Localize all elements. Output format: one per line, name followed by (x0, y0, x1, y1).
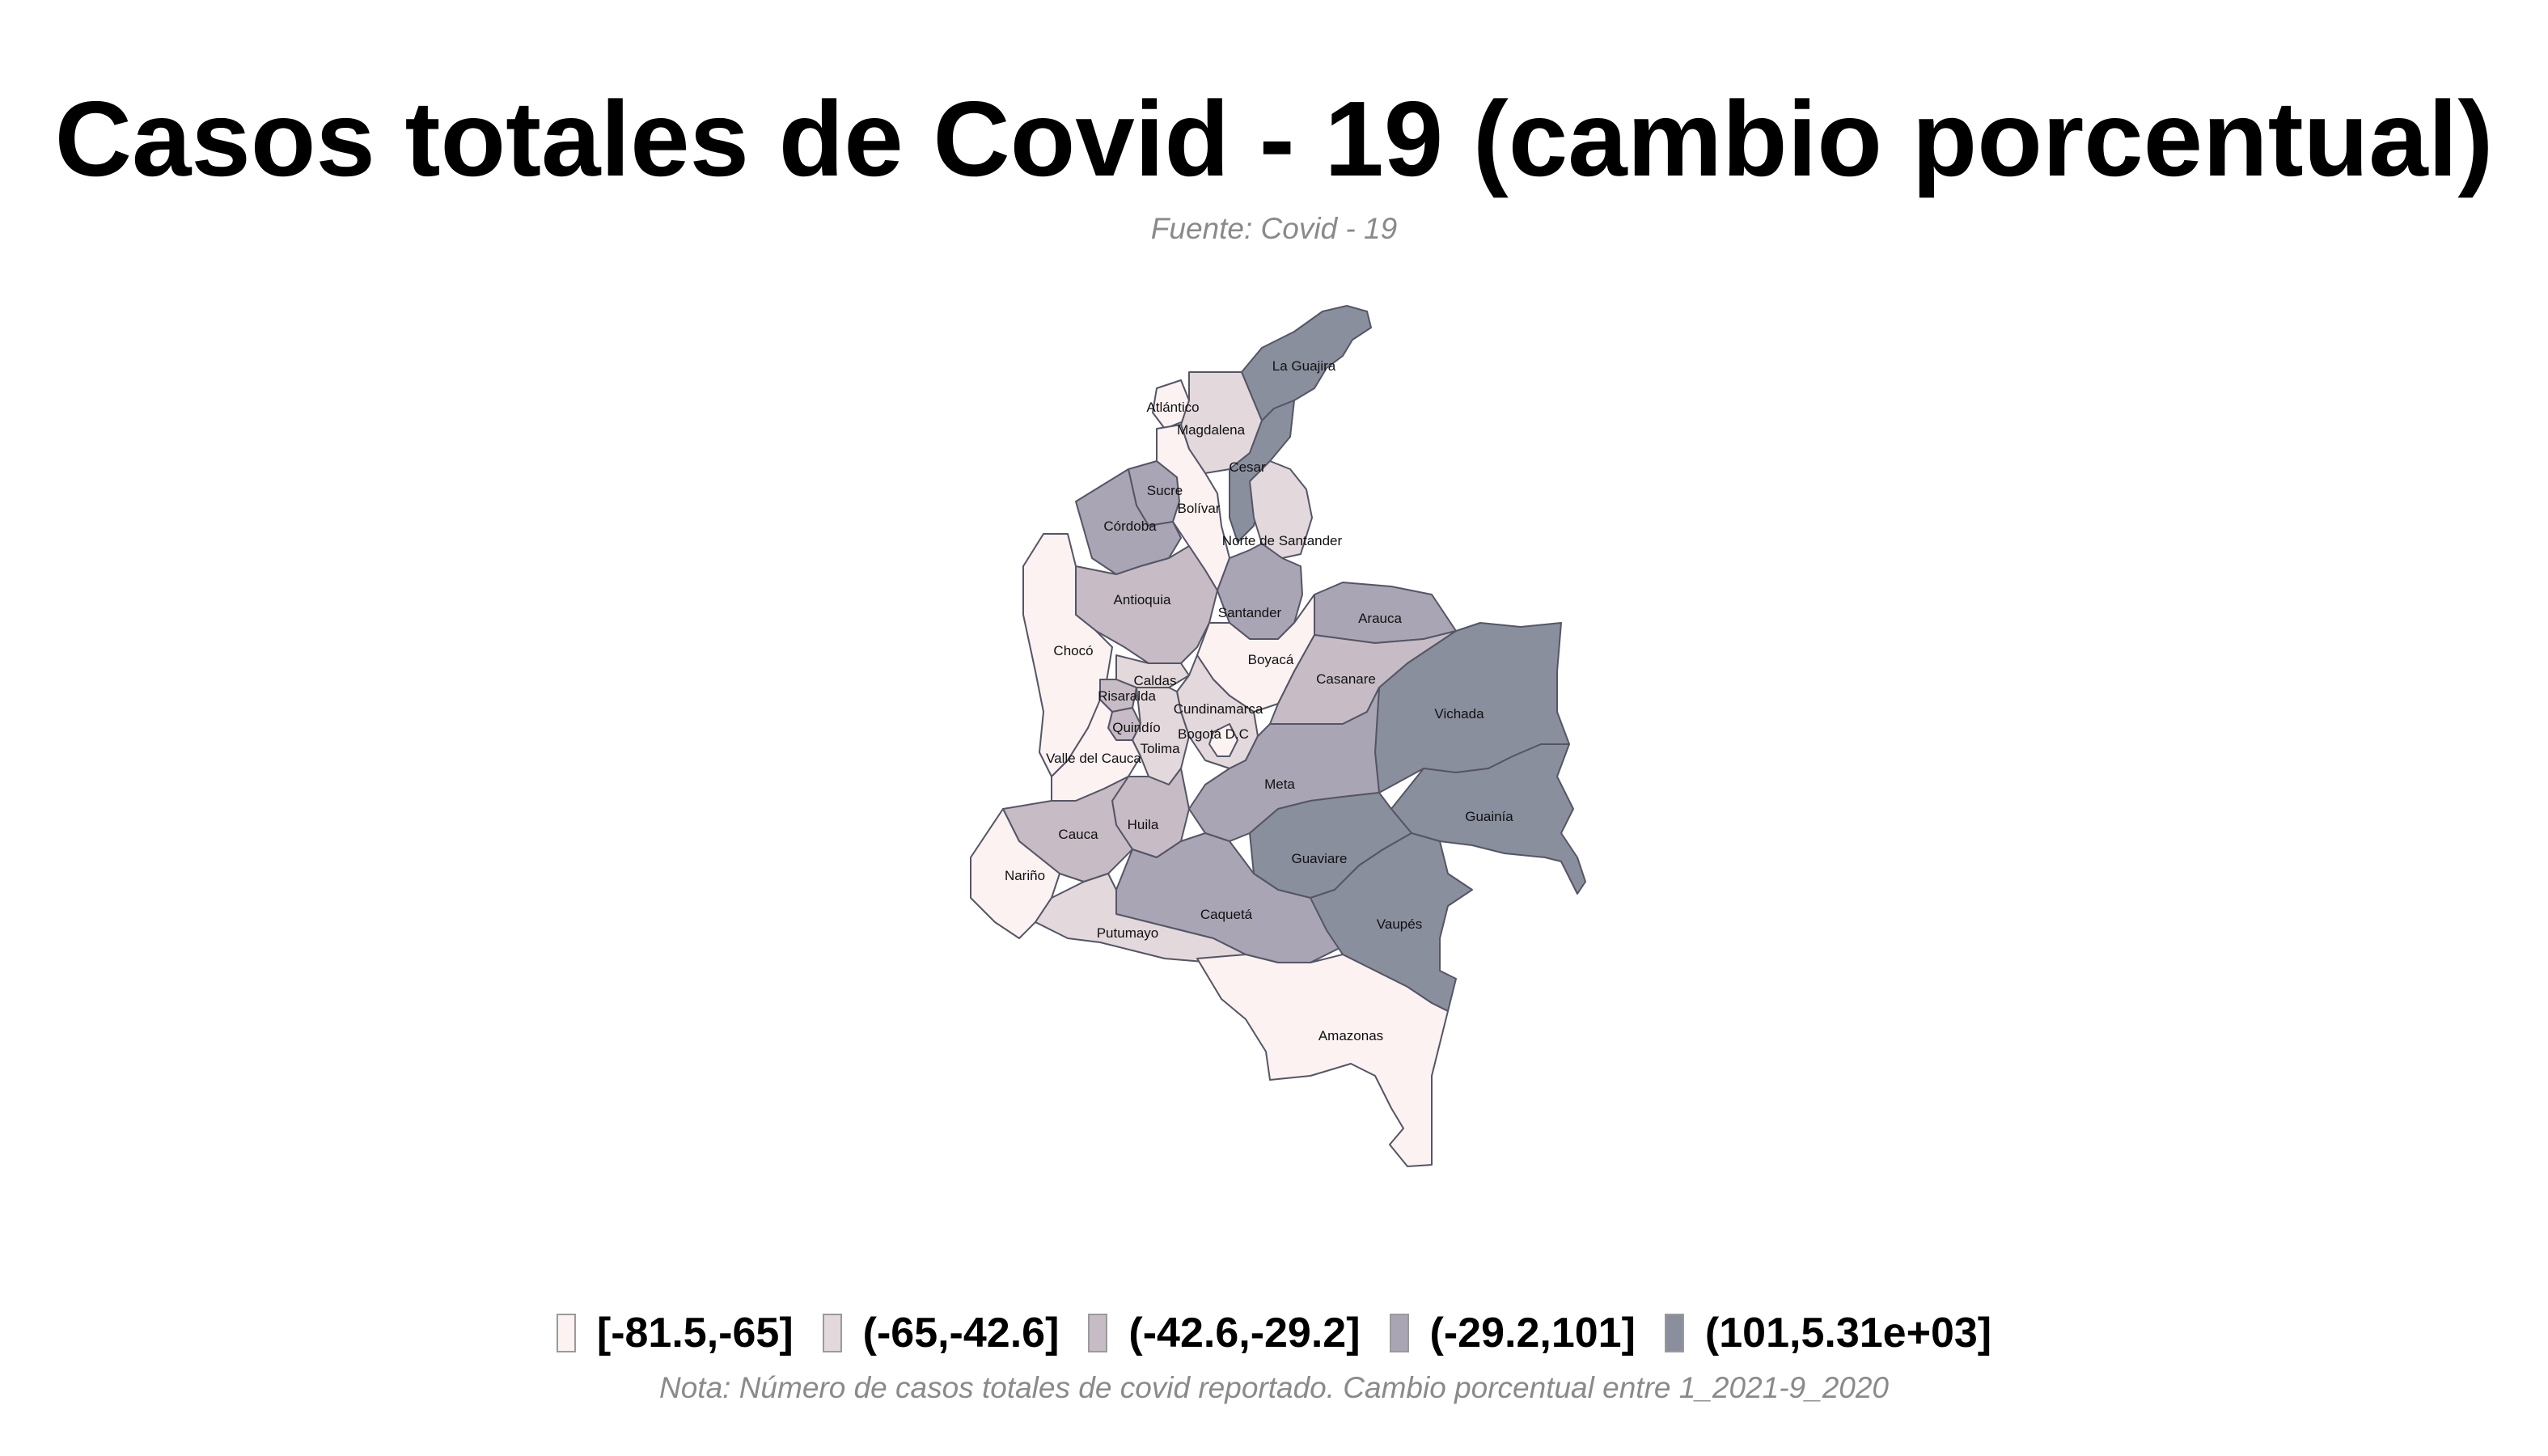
department-label-tolima: Tolima (1140, 741, 1180, 756)
department-label-caldas: Caldas (1134, 673, 1177, 688)
department-label-casanare: Casanare (1316, 671, 1376, 687)
legend-swatch (1088, 1314, 1108, 1352)
department-label-amazonas: Amazonas (1318, 1028, 1383, 1043)
map-note: Nota: Número de casos totales de covid r… (659, 1371, 1889, 1404)
department-bogota-d-c (1208, 723, 1238, 757)
legend-item: [-81.5,-65] (556, 1309, 794, 1357)
department-label-vaupes: Vaupés (1377, 916, 1422, 932)
department-label-vichada: Vichada (1434, 706, 1484, 722)
legend-label: (101,5.31e+03] (1704, 1310, 1992, 1357)
department-cordoba (1075, 468, 1182, 575)
department-label-santander: Santander (1218, 605, 1282, 620)
department-label-magdalena: Magdalena (1177, 422, 1246, 438)
department-label-choco: Chocó (1053, 643, 1093, 658)
department-label-guainia: Guainía (1465, 809, 1513, 824)
legend-item: (-65,-42.6] (822, 1309, 1060, 1357)
department-label-bolivar: Bolívar (1178, 501, 1221, 516)
department-putumayo (1035, 873, 1246, 963)
legend-label: [-81.5,-65] (596, 1310, 794, 1357)
legend-swatch (556, 1314, 576, 1352)
department-magdalena (1180, 371, 1263, 474)
department-label-valle-del-cauca: Valle del Cauca (1046, 751, 1141, 766)
department-label-meta: Meta (1264, 777, 1295, 792)
department-label-guaviare: Guaviare (1292, 851, 1348, 866)
department-label-cesar: Cesar (1229, 459, 1266, 475)
legend-swatch (1664, 1314, 1684, 1352)
department-label-huila: Huila (1128, 817, 1159, 832)
department-label-cauca: Cauca (1058, 827, 1098, 842)
legend: [-81.5,-65] (-65,-42.6] (-42.6,-29.2] (-… (0, 1309, 2548, 1357)
department-label-boyaca: Boyacá (1248, 652, 1294, 667)
legend-swatch (1389, 1314, 1409, 1352)
legend-item: (-29.2,101] (1389, 1309, 1636, 1357)
legend-label: (-65,-42.6] (862, 1310, 1060, 1357)
department-label-sucre: Sucre (1147, 483, 1183, 498)
department-label-antioquia: Antioquia (1114, 592, 1171, 607)
legend-label: (-42.6,-29.2] (1128, 1310, 1361, 1357)
department-guainia (1390, 743, 1586, 895)
department-label-bogota-d-c: Bogotá D.C (1178, 726, 1249, 742)
department-label-cundinamarca: Cundinamarca (1174, 701, 1263, 717)
department-label-la-guajira: La Guajira (1272, 358, 1336, 374)
department-label-narino: Nariño (1005, 868, 1045, 883)
legend-item: (-42.6,-29.2] (1088, 1309, 1361, 1357)
department-label-caqueta: Caquetá (1200, 907, 1253, 922)
department-amazonas (1196, 954, 1449, 1167)
map-subtitle: Fuente: Covid - 19 (1150, 212, 1398, 245)
department-label-quindio: Quindío (1112, 720, 1161, 735)
department-label-putumayo: Putumayo (1097, 925, 1159, 941)
department-label-norte-de-santander: Norte de Santander (1222, 533, 1343, 548)
department-label-risaralda: Risaralda (1098, 688, 1156, 704)
department-label-arauca: Arauca (1358, 611, 1402, 626)
department-label-atlantico: Atlántico (1146, 400, 1199, 415)
legend-label: (-29.2,101] (1429, 1310, 1636, 1357)
department-norte-de-santander (1249, 460, 1313, 559)
legend-item: (101,5.31e+03] (1664, 1309, 1992, 1357)
map-title: Casos totales de Covid - 19 (cambio porc… (54, 79, 2494, 198)
legend-swatch (822, 1314, 842, 1352)
department-label-cordoba: Córdoba (1103, 518, 1157, 534)
